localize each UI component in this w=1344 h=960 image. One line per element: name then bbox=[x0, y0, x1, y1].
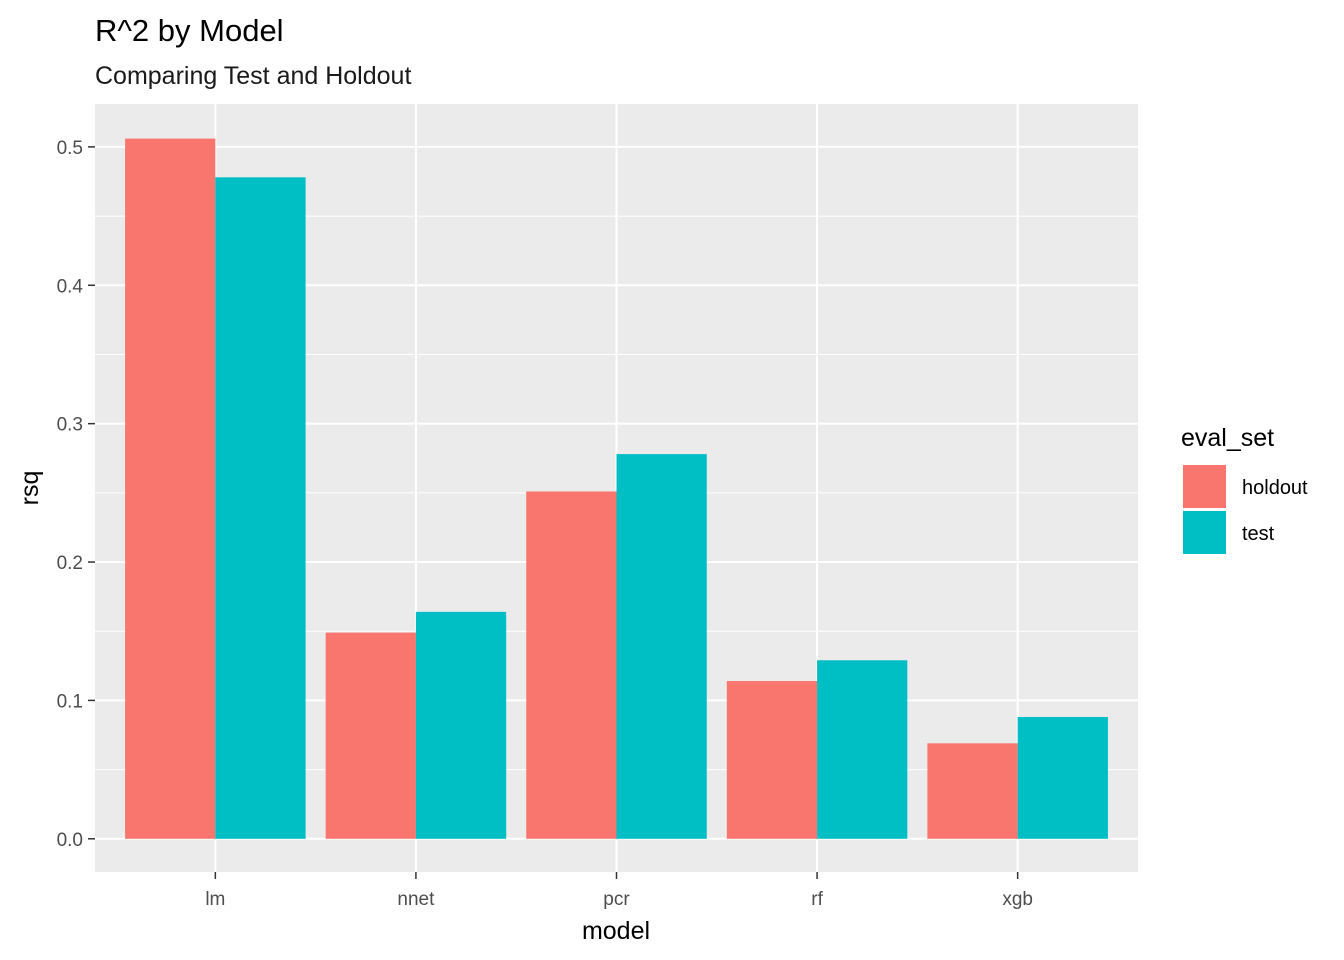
y-tick-label: 0.5 bbox=[57, 138, 83, 159]
chart-title: R^2 by Model bbox=[95, 13, 284, 48]
x-tick-label-xgb: xgb bbox=[1002, 889, 1033, 910]
bar-holdout-xgb bbox=[927, 743, 1018, 839]
bars bbox=[125, 138, 1108, 839]
bar-test-xgb bbox=[1017, 717, 1108, 839]
legend-swatch-holdout bbox=[1183, 465, 1226, 508]
legend-swatch-test bbox=[1183, 511, 1226, 554]
bar-holdout-rf bbox=[726, 681, 818, 839]
y-tick-label: 0.1 bbox=[57, 691, 83, 712]
y-axis: 0.0 0.1 0.2 0.3 0.4 0.5 bbox=[57, 138, 95, 851]
legend: eval_set holdout test bbox=[1181, 424, 1308, 554]
legend-label-test: test bbox=[1242, 523, 1275, 545]
bar-holdout-nnet bbox=[325, 632, 416, 839]
y-tick-label: 0.2 bbox=[57, 553, 83, 574]
bar-test-nnet bbox=[415, 611, 507, 839]
y-tick-label: 0.0 bbox=[57, 830, 83, 851]
x-axis-title: model bbox=[582, 917, 650, 945]
y-axis-title: rsq bbox=[16, 471, 44, 506]
legend-items: holdout test bbox=[1183, 465, 1308, 554]
legend-label-holdout: holdout bbox=[1242, 477, 1308, 499]
x-tick-label-lm: lm bbox=[205, 889, 225, 910]
bar-holdout-lm bbox=[125, 138, 216, 839]
bar-test-rf bbox=[817, 660, 908, 839]
y-tick-label: 0.3 bbox=[57, 415, 83, 436]
x-tick-label-rf: rf bbox=[811, 889, 823, 910]
x-axis: lm nnet pcr rf xgb bbox=[205, 872, 1033, 910]
y-tick-label: 0.4 bbox=[57, 276, 84, 297]
bar-holdout-pcr bbox=[526, 491, 617, 839]
legend-title: eval_set bbox=[1181, 424, 1274, 452]
x-tick-label-nnet: nnet bbox=[397, 889, 435, 910]
chart-subtitle: Comparing Test and Holdout bbox=[95, 62, 411, 90]
x-tick-label-pcr: pcr bbox=[603, 889, 630, 910]
bar-test-lm bbox=[215, 177, 306, 839]
bar-test-pcr bbox=[616, 454, 707, 839]
